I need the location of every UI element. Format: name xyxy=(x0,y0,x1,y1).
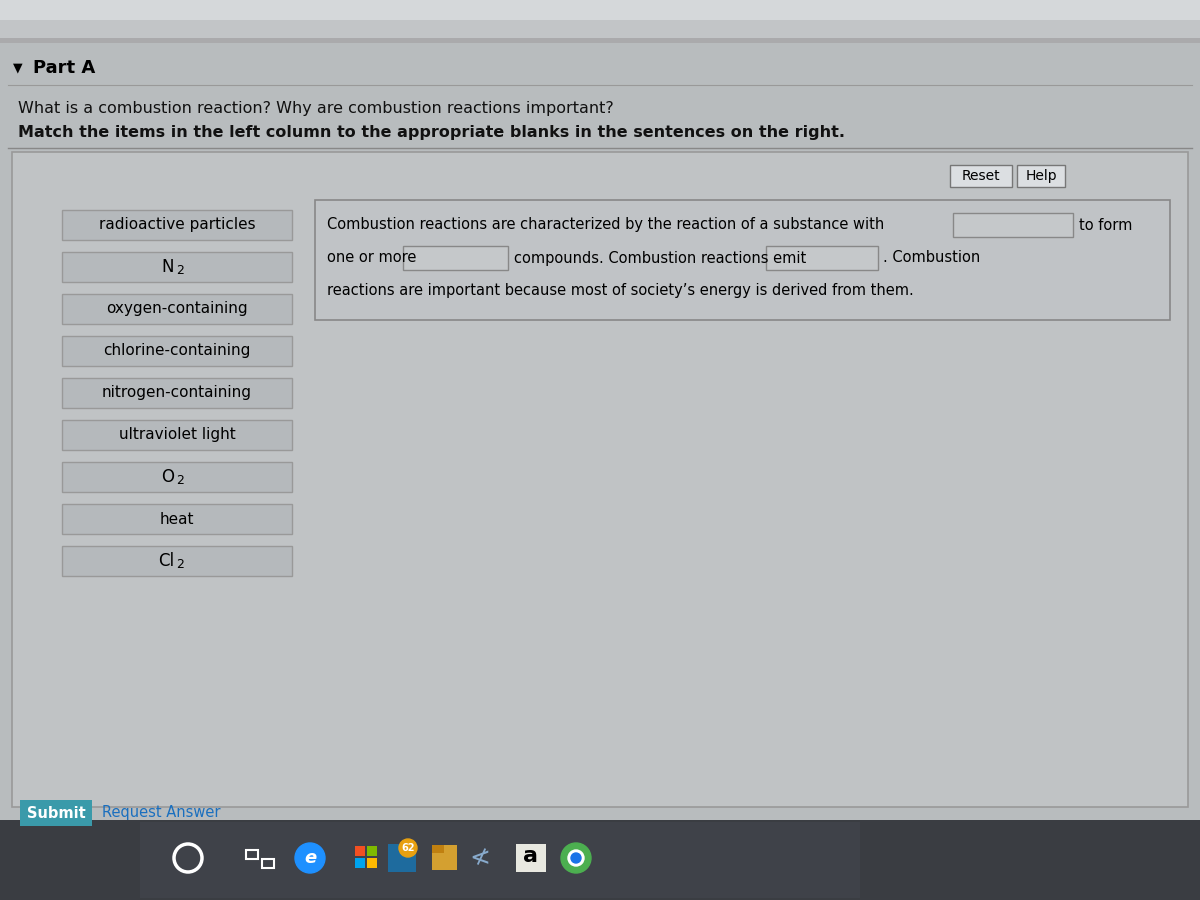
Text: chlorine-containing: chlorine-containing xyxy=(103,344,251,358)
Text: oxygen-containing: oxygen-containing xyxy=(106,302,248,317)
Text: 2: 2 xyxy=(176,559,184,572)
FancyBboxPatch shape xyxy=(20,800,92,826)
FancyBboxPatch shape xyxy=(1018,165,1066,187)
Circle shape xyxy=(562,843,592,873)
FancyBboxPatch shape xyxy=(62,210,292,240)
Circle shape xyxy=(571,853,581,863)
FancyBboxPatch shape xyxy=(0,0,1200,20)
FancyBboxPatch shape xyxy=(355,858,365,868)
Text: 2: 2 xyxy=(176,265,184,277)
FancyBboxPatch shape xyxy=(953,213,1073,237)
Text: Reset: Reset xyxy=(961,169,1001,183)
FancyBboxPatch shape xyxy=(0,20,1200,38)
Text: . Combustion: . Combustion xyxy=(883,250,980,266)
Text: ▼: ▼ xyxy=(13,61,23,75)
Text: nitrogen-containing: nitrogen-containing xyxy=(102,385,252,400)
Text: e: e xyxy=(304,849,316,867)
Text: O: O xyxy=(161,468,174,486)
Circle shape xyxy=(398,839,418,857)
FancyBboxPatch shape xyxy=(12,152,1188,807)
Text: one or more: one or more xyxy=(326,250,416,266)
FancyBboxPatch shape xyxy=(432,845,444,853)
Text: to form: to form xyxy=(1079,218,1133,232)
FancyBboxPatch shape xyxy=(388,844,416,872)
FancyBboxPatch shape xyxy=(0,43,1200,803)
FancyBboxPatch shape xyxy=(432,845,457,870)
Text: ≮: ≮ xyxy=(469,846,491,870)
FancyBboxPatch shape xyxy=(62,546,292,576)
Text: heat: heat xyxy=(160,511,194,526)
FancyBboxPatch shape xyxy=(62,504,292,534)
FancyBboxPatch shape xyxy=(62,420,292,450)
FancyBboxPatch shape xyxy=(140,822,860,898)
Circle shape xyxy=(568,850,584,866)
FancyBboxPatch shape xyxy=(766,246,878,270)
FancyBboxPatch shape xyxy=(367,858,377,868)
Text: 62: 62 xyxy=(401,843,415,853)
Text: N: N xyxy=(162,258,174,276)
FancyBboxPatch shape xyxy=(355,846,365,856)
FancyBboxPatch shape xyxy=(62,378,292,408)
Text: reactions are important because most of society’s energy is derived from them.: reactions are important because most of … xyxy=(326,284,913,299)
FancyBboxPatch shape xyxy=(62,252,292,282)
FancyBboxPatch shape xyxy=(0,820,1200,900)
Text: Submit: Submit xyxy=(26,806,85,821)
Text: Part A: Part A xyxy=(34,59,95,77)
Text: a: a xyxy=(523,846,539,866)
Text: radioactive particles: radioactive particles xyxy=(98,218,256,232)
Text: ultraviolet light: ultraviolet light xyxy=(119,428,235,443)
FancyBboxPatch shape xyxy=(367,846,377,856)
FancyBboxPatch shape xyxy=(62,336,292,366)
Text: Request Answer: Request Answer xyxy=(102,806,221,821)
Circle shape xyxy=(295,843,325,873)
Text: Match the items in the left column to the appropriate blanks in the sentences on: Match the items in the left column to th… xyxy=(18,124,845,140)
FancyBboxPatch shape xyxy=(62,462,292,492)
FancyBboxPatch shape xyxy=(314,200,1170,320)
FancyBboxPatch shape xyxy=(62,294,292,324)
Text: compounds. Combustion reactions emit: compounds. Combustion reactions emit xyxy=(514,250,806,266)
Text: 2: 2 xyxy=(176,474,184,488)
Text: Combustion reactions are characterized by the reaction of a substance with: Combustion reactions are characterized b… xyxy=(326,218,884,232)
Text: Help: Help xyxy=(1025,169,1057,183)
Text: What is a combustion reaction? Why are combustion reactions important?: What is a combustion reaction? Why are c… xyxy=(18,101,613,115)
FancyBboxPatch shape xyxy=(516,844,546,872)
FancyBboxPatch shape xyxy=(0,38,1200,43)
Text: Cl: Cl xyxy=(158,552,174,570)
FancyBboxPatch shape xyxy=(950,165,1012,187)
FancyBboxPatch shape xyxy=(403,246,508,270)
